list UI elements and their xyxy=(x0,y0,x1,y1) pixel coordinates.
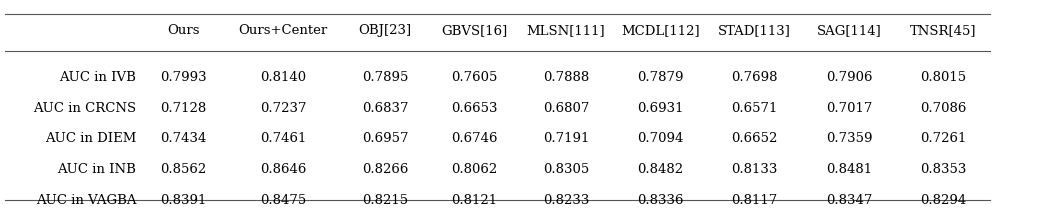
Text: MLSN[111]: MLSN[111] xyxy=(526,24,606,37)
Text: STAD[113]: STAD[113] xyxy=(718,24,791,37)
Text: 0.7993: 0.7993 xyxy=(160,71,206,84)
Text: 0.7191: 0.7191 xyxy=(543,132,589,145)
Text: 0.8646: 0.8646 xyxy=(260,163,306,176)
Text: 0.7698: 0.7698 xyxy=(732,71,778,84)
Text: 0.8062: 0.8062 xyxy=(451,163,498,176)
Text: 0.7086: 0.7086 xyxy=(920,102,966,115)
Text: AUC in IVB: AUC in IVB xyxy=(60,71,136,84)
Text: GBVS[16]: GBVS[16] xyxy=(441,24,507,37)
Text: SAG[114]: SAG[114] xyxy=(816,24,881,37)
Text: 0.6931: 0.6931 xyxy=(637,102,683,115)
Text: 0.8233: 0.8233 xyxy=(543,194,589,207)
Text: 0.7434: 0.7434 xyxy=(160,132,206,145)
Text: AUC in VAGBA: AUC in VAGBA xyxy=(36,194,136,207)
Text: 0.7017: 0.7017 xyxy=(826,102,872,115)
Text: 0.7461: 0.7461 xyxy=(260,132,306,145)
Text: 0.8266: 0.8266 xyxy=(362,163,409,176)
Text: 0.6807: 0.6807 xyxy=(543,102,589,115)
Text: 0.7128: 0.7128 xyxy=(160,102,206,115)
Text: 0.6653: 0.6653 xyxy=(451,102,498,115)
Text: 0.8133: 0.8133 xyxy=(732,163,778,176)
Text: 0.6652: 0.6652 xyxy=(732,132,778,145)
Text: 0.7895: 0.7895 xyxy=(362,71,409,84)
Text: 0.7605: 0.7605 xyxy=(451,71,498,84)
Text: 0.8121: 0.8121 xyxy=(451,194,498,207)
Text: 0.7906: 0.7906 xyxy=(826,71,872,84)
Text: 0.7879: 0.7879 xyxy=(637,71,683,84)
Text: 0.8294: 0.8294 xyxy=(920,194,966,207)
Text: 0.8481: 0.8481 xyxy=(826,163,872,176)
Text: 0.6571: 0.6571 xyxy=(732,102,778,115)
Text: 0.7359: 0.7359 xyxy=(826,132,872,145)
Text: 0.6957: 0.6957 xyxy=(362,132,409,145)
Text: 0.6837: 0.6837 xyxy=(362,102,409,115)
Text: TNSR[45]: TNSR[45] xyxy=(910,24,977,37)
Text: 0.8336: 0.8336 xyxy=(637,194,683,207)
Text: 0.8305: 0.8305 xyxy=(543,163,589,176)
Text: 0.8215: 0.8215 xyxy=(362,194,409,207)
Text: OBJ[23]: OBJ[23] xyxy=(358,24,412,37)
Text: 0.7094: 0.7094 xyxy=(637,132,683,145)
Text: AUC in INB: AUC in INB xyxy=(58,163,136,176)
Text: 0.8482: 0.8482 xyxy=(637,163,683,176)
Text: 0.8562: 0.8562 xyxy=(160,163,206,176)
Text: Ours+Center: Ours+Center xyxy=(238,24,328,37)
Text: 0.8015: 0.8015 xyxy=(920,71,966,84)
Text: AUC in CRCNS: AUC in CRCNS xyxy=(34,102,136,115)
Text: 0.8140: 0.8140 xyxy=(260,71,306,84)
Text: 0.7237: 0.7237 xyxy=(260,102,306,115)
Text: 0.7888: 0.7888 xyxy=(543,71,589,84)
Text: AUC in DIEM: AUC in DIEM xyxy=(45,132,136,145)
Text: 0.8347: 0.8347 xyxy=(826,194,872,207)
Text: 0.8391: 0.8391 xyxy=(160,194,206,207)
Text: 0.8475: 0.8475 xyxy=(260,194,306,207)
Text: MCDL[112]: MCDL[112] xyxy=(620,24,700,37)
Text: Ours: Ours xyxy=(167,24,200,37)
Text: 0.6746: 0.6746 xyxy=(451,132,498,145)
Text: 0.7261: 0.7261 xyxy=(920,132,966,145)
Text: 0.8353: 0.8353 xyxy=(920,163,966,176)
Text: 0.8117: 0.8117 xyxy=(732,194,778,207)
